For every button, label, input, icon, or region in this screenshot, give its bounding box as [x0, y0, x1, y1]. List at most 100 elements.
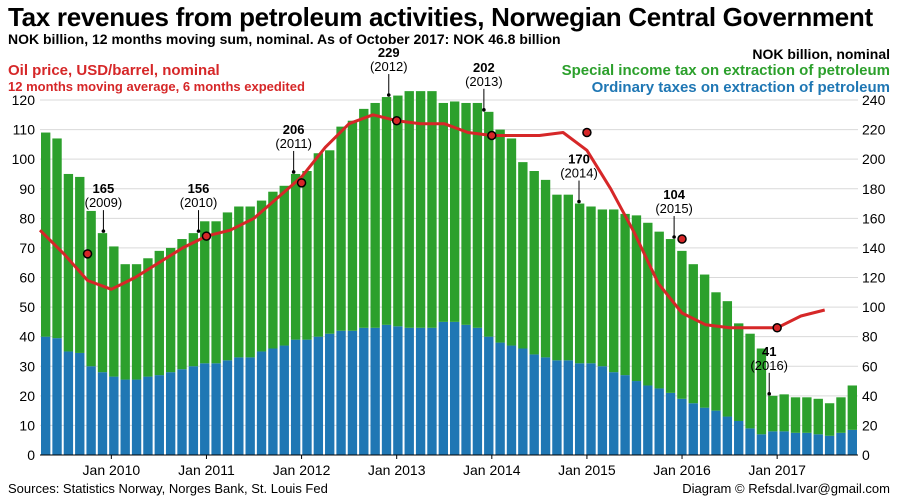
annotation-year: (2015): [655, 201, 693, 216]
bar-ordinary: [120, 379, 130, 455]
annotation-dot: [291, 170, 296, 174]
bar-special: [461, 102, 471, 325]
annotation-year: (2009): [85, 195, 123, 210]
right-axis-tick: 200: [862, 151, 886, 167]
legend-ordinary-tax: Ordinary taxes on extraction of petroleu…: [591, 79, 890, 96]
bar-special: [75, 176, 85, 353]
annotation-value: 41: [762, 344, 776, 359]
bar-ordinary: [484, 336, 494, 455]
bar-ordinary: [381, 324, 392, 455]
bar-special: [677, 250, 687, 399]
bar-ordinary: [200, 363, 210, 455]
bar-special: [63, 173, 74, 352]
legend-special-tax: Special income tax on extraction of petr…: [561, 62, 890, 79]
bar-ordinary: [109, 376, 119, 455]
bar-ordinary: [211, 363, 221, 455]
bar-special: [52, 138, 62, 339]
sources-note: Sources: Statistics Norway, Norges Bank,…: [8, 481, 328, 496]
left-axis-tick: 50: [19, 299, 35, 315]
bar-special: [325, 150, 335, 334]
bar-ordinary: [699, 407, 710, 455]
bar-ordinary: [688, 403, 698, 455]
bar-special: [245, 206, 255, 358]
bar-special: [790, 397, 801, 433]
bar-ordinary: [540, 357, 551, 455]
bar-ordinary: [143, 376, 153, 455]
oil-price-marker: [582, 127, 592, 138]
right-axis-tick: 80: [862, 329, 878, 345]
bar-ordinary: [154, 375, 164, 455]
bar-special: [802, 397, 812, 433]
bar-special: [450, 101, 460, 322]
bar-ordinary: [711, 410, 721, 455]
bar-ordinary: [768, 431, 778, 455]
annotation-dot: [386, 93, 391, 97]
bar-special: [359, 108, 369, 328]
left-axis-tick: 60: [19, 270, 35, 286]
bar-ordinary: [563, 360, 573, 455]
bar-ordinary: [359, 327, 369, 455]
bar-ordinary: [654, 388, 664, 455]
bar-special: [370, 102, 380, 328]
bar-special: [165, 247, 176, 373]
bar-ordinary: [620, 375, 630, 455]
x-axis-tick-label: Jan 2013: [368, 462, 426, 478]
bar-special: [404, 91, 414, 328]
bar-ordinary: [813, 434, 823, 455]
bar-special: [177, 239, 187, 370]
bar-special: [234, 206, 244, 358]
bar-special: [200, 221, 210, 364]
bar-special: [279, 185, 289, 346]
bar-special: [745, 333, 755, 429]
bar-ordinary: [824, 435, 835, 455]
annotation-value: 165: [93, 181, 115, 196]
annotation-year: (2012): [370, 59, 408, 74]
left-axis-tick: 90: [19, 181, 35, 197]
left-axis-tick: 80: [19, 210, 35, 226]
bar-special: [824, 403, 835, 436]
bar-special: [131, 264, 142, 380]
bar-ordinary: [188, 366, 199, 455]
right-axis-tick: 100: [862, 299, 886, 315]
bar-special: [734, 323, 744, 421]
bar-ordinary: [370, 327, 380, 455]
right-axis-tick: 60: [862, 358, 878, 374]
annotation-dot: [482, 108, 486, 112]
left-axis-tick: 30: [19, 358, 35, 374]
bar-ordinary: [552, 360, 562, 455]
bar-ordinary: [847, 429, 857, 455]
bar-special: [654, 231, 664, 389]
right-axis-tick: 40: [862, 388, 878, 404]
x-axis-tick-label: Jan 2012: [273, 462, 331, 478]
bar-special: [211, 221, 221, 364]
bar-special: [86, 210, 96, 367]
oil-price-line: [38, 113, 826, 330]
bar-ordinary: [734, 420, 744, 455]
bar-special: [506, 138, 517, 346]
bar-special: [597, 209, 608, 367]
bar-special: [722, 301, 733, 417]
bar-special: [540, 179, 551, 358]
bar-special: [109, 246, 119, 377]
credit-note: Diagram © Refsdal.Ivar@gmail.com: [682, 481, 890, 496]
bar-ordinary: [574, 363, 585, 455]
bar-ordinary: [722, 416, 733, 455]
bar-ordinary: [790, 432, 801, 455]
bar-special: [256, 200, 267, 352]
bar-ordinary: [347, 330, 358, 455]
bar-ordinary: [97, 372, 108, 455]
left-axis-tick: 20: [19, 388, 35, 404]
bar-ordinary: [438, 321, 448, 455]
right-axis-tick: 180: [862, 181, 886, 197]
bar-ordinary: [256, 351, 267, 455]
bar-ordinary: [415, 327, 426, 455]
left-axis-tick: 10: [19, 417, 35, 433]
annotation-value: 206: [283, 122, 305, 137]
annotation-year: (2013): [465, 74, 503, 89]
bar-special: [290, 173, 301, 340]
bar-ordinary: [336, 330, 346, 455]
annotation-value: 170: [568, 152, 590, 167]
right-axis-tick: 120: [862, 270, 886, 286]
bar-ordinary: [779, 431, 789, 455]
